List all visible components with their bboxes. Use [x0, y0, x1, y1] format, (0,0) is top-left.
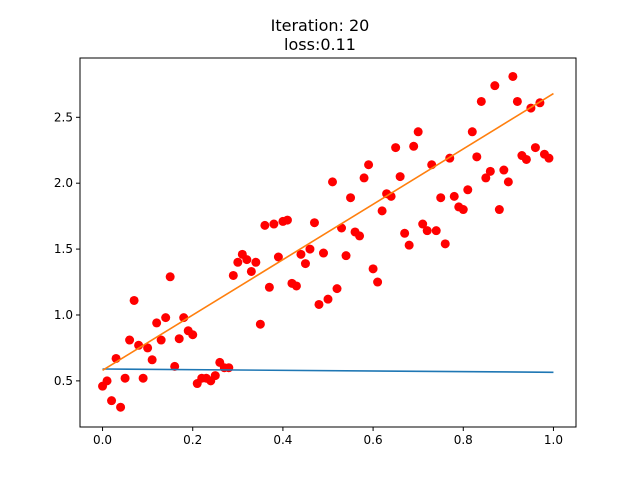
data-point [476, 96, 486, 106]
data-point [138, 373, 148, 383]
data-point [161, 313, 171, 323]
data-point [296, 249, 306, 259]
data-point [404, 240, 414, 250]
y-tick-label: 1.0 [54, 308, 73, 322]
data-point [242, 255, 252, 265]
data-point [512, 96, 522, 106]
data-point [508, 71, 518, 81]
data-point [228, 270, 238, 280]
data-point [300, 259, 310, 269]
y-tick-label: 2.0 [54, 176, 73, 190]
data-point [458, 205, 468, 215]
data-point [174, 334, 184, 344]
data-point [413, 127, 423, 137]
data-point [368, 264, 378, 274]
data-point [409, 141, 419, 151]
data-point [332, 284, 342, 294]
data-point [309, 218, 319, 228]
data-point [305, 244, 315, 254]
data-point [467, 127, 477, 137]
data-point [318, 248, 328, 258]
data-point [485, 166, 495, 176]
x-tick-label: 0.6 [364, 433, 383, 447]
chart-title-iteration: Iteration: 20 [270, 16, 370, 35]
data-point [165, 272, 175, 282]
data-point [544, 153, 554, 163]
data-point [436, 193, 446, 203]
data-point [129, 295, 139, 305]
x-tick-label: 0.4 [273, 433, 292, 447]
y-tick-label: 0.5 [54, 374, 73, 388]
data-point [260, 220, 270, 230]
data-point [264, 282, 274, 292]
axes-frame [79, 57, 577, 428]
data-point [147, 355, 157, 365]
data-point [377, 206, 387, 216]
data-point [246, 266, 256, 276]
data-point [391, 143, 401, 153]
data-point [156, 335, 166, 345]
chart-title-loss: loss:0.11 [284, 35, 356, 54]
data-point [273, 252, 283, 262]
data-point [143, 343, 153, 353]
data-point [328, 177, 338, 187]
data-point [400, 228, 410, 238]
data-point [224, 363, 234, 373]
data-point [499, 165, 509, 175]
data-point [395, 172, 405, 182]
data-point [373, 277, 383, 287]
data-point [422, 226, 432, 236]
data-point [346, 193, 356, 203]
data-point [152, 318, 162, 328]
data-point [355, 231, 365, 241]
data-point [107, 396, 117, 406]
data-point [440, 239, 450, 249]
data-point [449, 191, 459, 201]
data-point [481, 173, 491, 183]
data-point [314, 299, 324, 309]
data-point [364, 160, 374, 170]
data-point [269, 219, 279, 229]
data-point [521, 154, 531, 164]
data-point [102, 376, 112, 386]
x-tick-label: 0.8 [454, 433, 473, 447]
data-point [116, 402, 126, 412]
data-point [472, 152, 482, 162]
current-fit-line [102, 92, 554, 372]
initial-fit-line [102, 368, 554, 374]
data-point [341, 251, 351, 261]
data-point [431, 226, 441, 236]
data-point [210, 371, 220, 381]
data-point [125, 335, 135, 345]
data-point [255, 319, 265, 329]
data-point [503, 177, 513, 187]
data-point [188, 330, 198, 340]
data-point [323, 294, 333, 304]
x-tick-label: 0.0 [93, 433, 112, 447]
data-point [490, 81, 500, 91]
data-point [291, 281, 301, 291]
data-point [282, 215, 292, 225]
x-tick-label: 1.0 [544, 433, 563, 447]
data-point [418, 219, 428, 229]
data-point [359, 173, 369, 183]
data-point [463, 185, 473, 195]
data-point [170, 361, 180, 371]
y-tick-label: 1.5 [54, 242, 73, 256]
y-tick-label: 2.5 [54, 110, 73, 124]
x-tick-label: 0.2 [183, 433, 202, 447]
data-point [251, 257, 261, 267]
data-point [494, 205, 504, 215]
data-point [120, 373, 130, 383]
data-point [530, 143, 540, 153]
data-point [233, 257, 243, 267]
